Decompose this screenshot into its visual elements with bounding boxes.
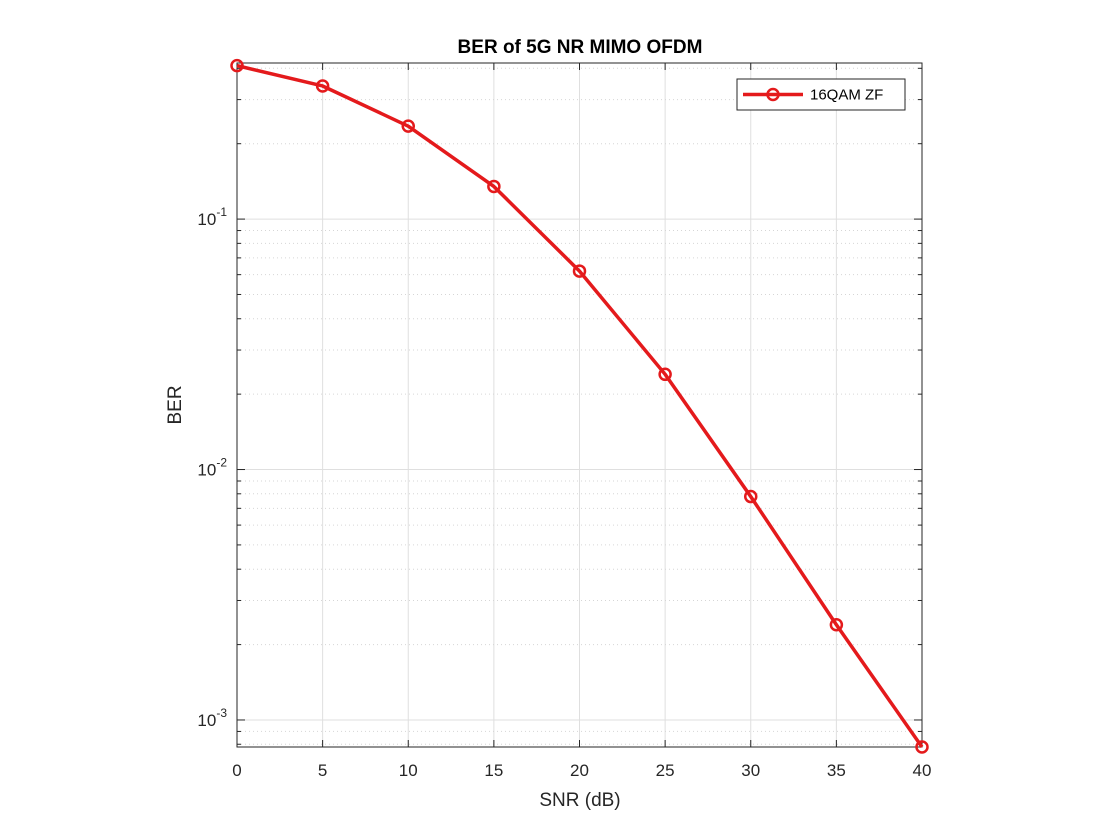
legend-marker-sample [766, 87, 780, 102]
y-tick-label: 10-3 [197, 706, 227, 730]
data-point-marker [230, 58, 244, 73]
legend: 16QAM ZF [736, 78, 906, 111]
x-tick-label: 25 [656, 761, 675, 780]
x-axis-label: SNR (dB) [539, 790, 620, 811]
chart-title: BER of 5G NR MIMO OFDM [458, 37, 703, 58]
x-tick-label: 5 [318, 761, 327, 780]
data-point-marker [829, 618, 844, 632]
x-tick-label: 10 [399, 761, 418, 780]
data-point-marker [315, 79, 330, 93]
x-tick-label: 35 [827, 761, 846, 780]
axes [236, 62, 923, 748]
data-point-marker [658, 367, 672, 382]
data-point-marker [744, 489, 758, 504]
y-axis-label: BER [165, 385, 186, 424]
x-tick-label: 15 [484, 761, 503, 780]
data-series [230, 58, 929, 754]
x-tick-label: 20 [570, 761, 589, 780]
grid [237, 63, 922, 747]
series-line [236, 63, 924, 749]
x-tick-label: 30 [741, 761, 760, 780]
y-tick-label: 10-2 [197, 456, 227, 480]
tick-labels: 0 5 10 15 20 25 30 35 40 10-1 10-2 10-3 [197, 205, 931, 780]
data-point-marker [572, 264, 587, 278]
x-tick-label: 40 [913, 761, 932, 780]
data-point-marker [915, 740, 929, 754]
legend-label: 16QAM ZF [810, 87, 883, 104]
x-tick-label: 0 [232, 761, 241, 780]
data-point-marker [401, 119, 415, 133]
y-tick-label: 10-1 [197, 205, 227, 229]
data-point-marker [487, 179, 501, 194]
